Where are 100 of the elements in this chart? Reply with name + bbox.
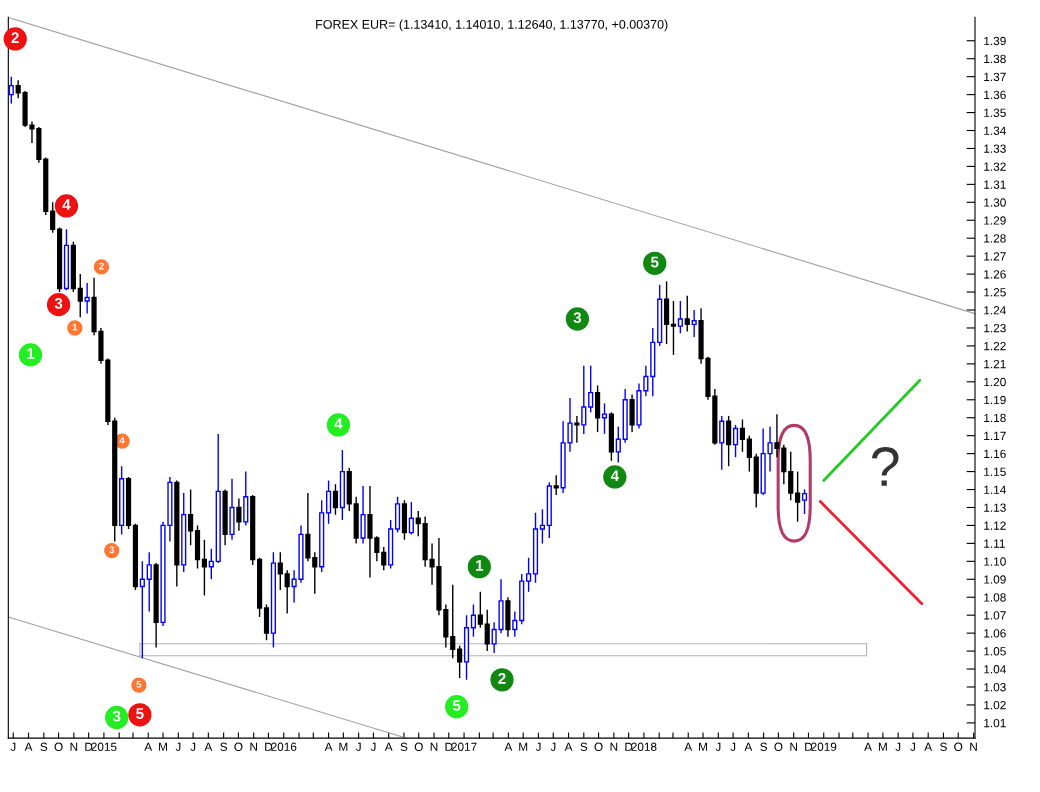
y-tick-label: 1.37	[984, 72, 1006, 82]
y-tick-label: 1.20	[984, 377, 1006, 387]
annotation: 2	[99, 262, 104, 270]
x-tick-label: M	[339, 742, 348, 751]
annotation: 1	[476, 560, 484, 571]
x-tick-label: S	[940, 742, 947, 751]
x-tick-label: O	[414, 742, 423, 751]
y-tick-label: 1.39	[984, 36, 1006, 46]
y-tick-label: 1.15	[984, 467, 1006, 476]
y-tick-label: 1.28	[984, 234, 1006, 243]
y-tick-label: 1.26	[984, 270, 1006, 279]
y-tick-label: 1.02	[984, 700, 1006, 710]
annotation: 5	[452, 700, 461, 711]
annotation: 4	[334, 418, 343, 429]
y-tick-label: 1.34	[984, 126, 1006, 135]
y-tick-label: 1.14	[984, 485, 1006, 494]
x-tick-label: N	[70, 742, 78, 751]
x-tick-label: M	[878, 742, 887, 751]
x-tick-label: S	[40, 742, 48, 751]
annotation: 4	[610, 470, 619, 481]
x-tick-label: O	[954, 742, 963, 751]
y-tick-label: 1.18	[984, 413, 1006, 423]
annotation: 1	[27, 348, 35, 359]
x-tick-label: J	[370, 742, 376, 751]
chart-title: FOREX EUR= (1.13410, 1.14010, 1.12640, 1.13770, +0.00370)	[316, 19, 668, 32]
y-tick-label: 1.32	[984, 162, 1006, 171]
y-tick-label: 1.38	[984, 54, 1006, 64]
y-tick-label: 1.21	[984, 359, 1006, 369]
y-tick-label: 1.36	[984, 90, 1006, 100]
x-tick-label: S	[580, 742, 588, 751]
annotation: 5	[650, 256, 659, 268]
x-tick-label: N	[430, 742, 438, 751]
annotation: ?	[871, 447, 899, 486]
x-tick-label: D	[805, 742, 813, 751]
y-tick-label: 1.05	[984, 647, 1006, 656]
x-tick-label: N	[790, 742, 797, 751]
annotation: 5	[136, 708, 144, 719]
annotation: 3	[573, 312, 582, 324]
y-tick-label: 1.23	[984, 324, 1006, 333]
y-tick-label: 1.35	[984, 108, 1006, 117]
x-tick-label: A	[864, 742, 872, 751]
y-tick-label: 1.01	[984, 718, 1006, 728]
x-tick-label: J	[550, 742, 556, 751]
x-tick-label: J	[355, 742, 361, 751]
x-tick-label: A	[744, 742, 753, 751]
x-tick-label: O	[234, 742, 243, 751]
annotation: 3	[54, 297, 63, 309]
x-tick-label: D	[625, 742, 633, 751]
x-tick-label: 2017	[451, 742, 477, 751]
y-tick-label: 1.08	[984, 593, 1006, 602]
x-tick-label: 2018	[631, 742, 657, 751]
x-tick-label: J	[10, 742, 16, 751]
x-tick-label: N	[970, 742, 977, 751]
x-tick-label: D	[85, 742, 93, 751]
x-tick-label: 2019	[811, 742, 837, 751]
x-tick-label: A	[504, 742, 513, 751]
y-tick-label: 1.19	[984, 395, 1006, 405]
x-tick-label: O	[774, 742, 783, 751]
x-tick-label: A	[564, 742, 573, 751]
x-tick-label: M	[159, 742, 167, 751]
y-tick-label: 1.13	[984, 503, 1006, 512]
x-tick-label: M	[699, 742, 707, 751]
x-tick-label: O	[594, 742, 603, 751]
x-tick-label: 2016	[271, 742, 297, 751]
y-tick-label: 1.30	[984, 198, 1006, 207]
annotation: 2	[498, 673, 506, 684]
x-tick-label: N	[610, 742, 618, 751]
y-tick-label: 1.12	[984, 521, 1006, 530]
y-tick-label: 1.06	[984, 629, 1006, 638]
y-tick-label: 1.10	[984, 557, 1006, 566]
x-tick-label: 2015	[91, 742, 117, 751]
y-tick-label: 1.04	[984, 665, 1006, 674]
annotation: 4	[119, 436, 125, 444]
annotation: 4	[62, 199, 71, 210]
annotation: 3	[112, 710, 121, 722]
y-tick-label: 1.16	[984, 449, 1006, 459]
x-tick-label: J	[175, 742, 181, 751]
y-tick-label: 1.09	[984, 575, 1006, 584]
x-tick-label: D	[445, 742, 453, 751]
annotation: 1	[72, 323, 78, 331]
x-tick-label: A	[384, 742, 393, 751]
x-tick-label: A	[24, 742, 33, 751]
y-tick-label: 1.24	[984, 306, 1006, 315]
y-tick-label: 1.11	[984, 539, 1005, 548]
annotation: 2	[11, 32, 19, 43]
y-tick-label: 1.17	[984, 431, 1006, 440]
x-tick-label: S	[220, 742, 228, 751]
x-tick-label: M	[519, 742, 528, 751]
x-tick-label: J	[895, 742, 901, 751]
x-tick-label: J	[910, 742, 915, 751]
x-tick-label: A	[324, 742, 333, 751]
x-tick-label: J	[715, 742, 721, 751]
x-tick-label: J	[535, 742, 541, 751]
x-tick-label: J	[190, 742, 196, 751]
y-tick-label: 1.25	[984, 288, 1006, 297]
y-tick-label: 1.27	[984, 252, 1006, 261]
y-tick-label: 1.07	[984, 611, 1006, 620]
x-tick-label: A	[684, 742, 693, 751]
annotation: 3	[109, 546, 115, 554]
x-tick-label: O	[54, 742, 63, 751]
